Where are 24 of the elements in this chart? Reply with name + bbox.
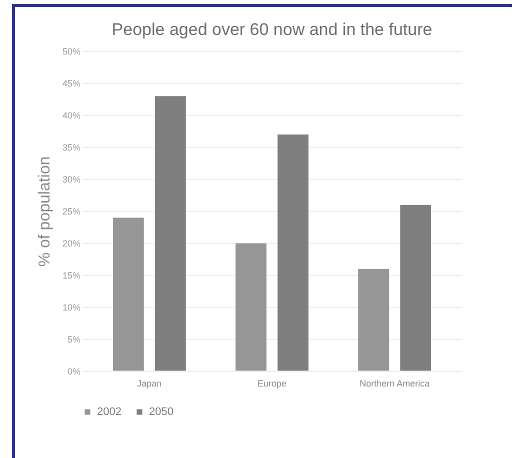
bar (358, 268, 390, 372)
y-tick-label: 30% (62, 174, 80, 184)
legend-label: 2002 (97, 406, 122, 418)
chart-title: People aged over 60 now and in the future (112, 20, 432, 39)
y-tick-label: 5% (67, 334, 80, 344)
x-tick-label: Northern America (360, 378, 430, 388)
y-tick-label: 20% (62, 238, 80, 248)
y-tick-label: 10% (62, 302, 80, 312)
legend-label: 2050 (149, 406, 174, 418)
y-tick-label: 35% (62, 142, 80, 152)
bar (234, 242, 268, 372)
y-axis-title: % of population (36, 156, 54, 267)
y-tick-label: 50% (62, 46, 80, 56)
y-tick-label: 0% (67, 366, 80, 376)
bar (154, 96, 186, 372)
x-tick-label: Japan (137, 378, 162, 388)
x-tick-label: Europe (257, 378, 287, 388)
y-tick-label: 25% (62, 206, 80, 216)
bar (400, 204, 432, 372)
y-tick-label: 40% (62, 110, 80, 120)
bar (276, 134, 310, 372)
y-tick-label: 45% (62, 78, 80, 88)
y-tick-label: 15% (62, 270, 80, 280)
bar (112, 217, 144, 372)
